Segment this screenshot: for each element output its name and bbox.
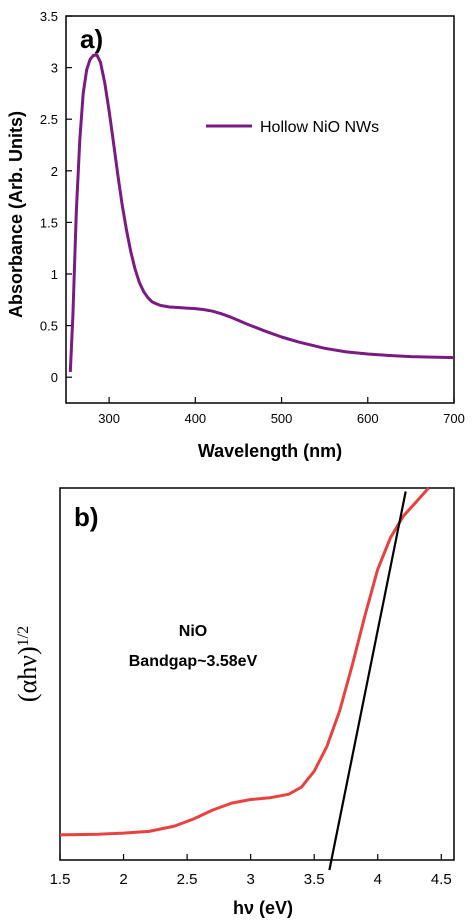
panel-b-tauc-fit-line bbox=[328, 491, 407, 871]
panel-b-annotation-material: NiO bbox=[179, 623, 207, 640]
panel-a-x-tick-label: 600 bbox=[357, 411, 379, 426]
panel-a-y-tick-label: 2.5 bbox=[40, 112, 58, 127]
panel-b: 1.5 2 2.5 3 3.5 4 4.5 b) NiO Bandgap~3.58eV hν… bbox=[13, 487, 455, 918]
panel-b-x-tick-label: 2 bbox=[119, 871, 127, 888]
panel-a-y-tick-label: 0 bbox=[51, 370, 58, 385]
panel-b-y-axis-title-exponent: 1/2 bbox=[15, 626, 32, 646]
panel-b-plot-frame bbox=[59, 487, 455, 861]
panel-a-x-tick-label: 500 bbox=[271, 411, 293, 426]
panel-a: 0 0.5 1 1.5 2 2.5 3 3.5 300 400 500 600 700 a) Holl… bbox=[6, 9, 465, 461]
panel-a-legend-label: Hollow NiO NWs bbox=[260, 119, 379, 136]
panel-a-y-tick-label: 2 bbox=[51, 164, 58, 179]
panel-b-label: b) bbox=[74, 502, 99, 532]
panel-b-x-tick-label: 1.5 bbox=[50, 871, 71, 888]
panel-a-x-tick-label: 300 bbox=[98, 411, 120, 426]
panel-a-x-tick-label: 400 bbox=[184, 411, 206, 426]
panel-b-annotation-bandgap: Bandgap~3.58eV bbox=[129, 653, 258, 670]
panel-b-x-tick-label: 4 bbox=[374, 871, 382, 888]
panel-a-x-axis: 300 400 500 600 700 bbox=[98, 397, 465, 426]
panel-a-y-tick-label: 3.5 bbox=[40, 9, 58, 24]
panel-b-x-axis: 1.5 2 2.5 3 3.5 4 4.5 bbox=[50, 854, 452, 888]
panel-b-x-tick-label: 2.5 bbox=[177, 871, 198, 888]
panel-a-x-axis-title: Wavelength (nm) bbox=[198, 441, 342, 461]
panel-b-x-tick-label: 4.5 bbox=[431, 871, 452, 888]
panel-a-y-tick-label: 3 bbox=[51, 61, 58, 76]
panel-b-x-axis-title: hν (eV) bbox=[233, 898, 293, 918]
panel-b-x-tick-label: 3 bbox=[246, 871, 254, 888]
panel-a-label: a) bbox=[80, 24, 103, 54]
panel-a-plot-frame bbox=[65, 15, 455, 404]
panel-a-y-tick-label: 1.5 bbox=[40, 215, 58, 230]
panel-a-y-axis-title: Absorbance (Arb. Units) bbox=[6, 111, 26, 318]
panel-a-y-tick-label: 1 bbox=[51, 267, 58, 282]
panel-a-series-line bbox=[68, 53, 455, 373]
panel-b-absorption-curve bbox=[59, 487, 430, 837]
panel-a-y-tick-label: 0.5 bbox=[40, 319, 58, 334]
panel-b-y-axis-title-main: (αhν) bbox=[13, 646, 42, 702]
panel-b-x-tick-label: 3.5 bbox=[304, 871, 325, 888]
panel-a-legend: Hollow NiO NWs bbox=[206, 119, 379, 136]
panel-a-x-tick-label: 700 bbox=[443, 411, 465, 426]
panel-a-y-axis: 0 0.5 1 1.5 2 2.5 3 3.5 bbox=[40, 9, 72, 385]
panel-b-y-axis-title: (αhν)1/2 bbox=[13, 626, 42, 702]
